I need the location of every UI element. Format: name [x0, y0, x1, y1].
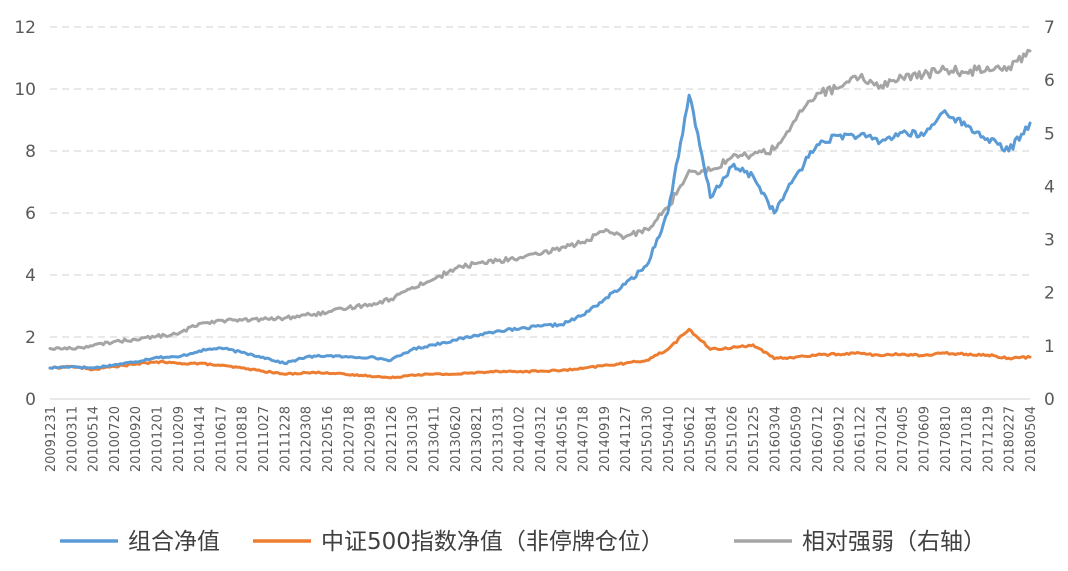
- x-tick-label: 20151225: [747, 406, 762, 472]
- x-tick-label: 20110414: [193, 406, 208, 472]
- legend-label-1: 中证500指数净值（非停牌仓位）: [321, 529, 664, 555]
- right-tick-label: 5: [1044, 124, 1055, 144]
- x-tick-label: 20120516: [321, 406, 336, 472]
- x-tick-label: 20160712: [811, 406, 826, 472]
- left-tick-label: 6: [25, 204, 36, 224]
- x-tick-label: 20140718: [577, 406, 592, 472]
- x-tick-label: 20100920: [129, 406, 144, 472]
- x-tick-label: 20171018: [960, 406, 975, 472]
- x-tick-label: 20131031: [491, 406, 506, 472]
- x-tick-label: 20110209: [172, 406, 187, 472]
- left-tick-label: 0: [25, 390, 36, 410]
- x-tick-label: 20111027: [257, 406, 272, 472]
- left-tick-label: 12: [14, 18, 36, 38]
- x-tick-label: 20101201: [151, 406, 166, 472]
- x-tick-label: 20140102: [513, 406, 528, 472]
- x-tick-label: 20160509: [790, 406, 805, 472]
- x-tick-label: 20160304: [768, 406, 783, 472]
- x-tick-label: 20110617: [214, 406, 229, 472]
- x-tick-label: 20120918: [364, 406, 379, 472]
- right-axis: 0 1 2 3 4 5 6 7: [1044, 18, 1055, 410]
- x-tick-label: 20130130: [406, 406, 421, 472]
- series-line-2: [48, 48, 1032, 351]
- x-tick-label: 20130620: [449, 406, 464, 472]
- legend-label-2: 相对强弱（右轴）: [802, 529, 986, 555]
- left-tick-label: 2: [25, 328, 36, 348]
- x-tick-label: 20100311: [65, 406, 80, 472]
- x-tick-label: 20170405: [896, 406, 911, 472]
- x-tick-label: 20130821: [470, 406, 485, 472]
- right-tick-label: 6: [1044, 71, 1055, 91]
- x-tick-label: 20151026: [726, 406, 741, 472]
- x-tick-label: 20130411: [427, 406, 442, 472]
- x-tick-label: 20140516: [555, 406, 570, 472]
- x-tick-label: 20140919: [598, 406, 613, 472]
- right-tick-label: 1: [1044, 337, 1055, 357]
- right-tick-label: 7: [1044, 18, 1055, 38]
- series-line-1: [48, 327, 1032, 380]
- x-tick-label: 20100514: [87, 406, 102, 472]
- x-tick-label: 20111228: [278, 406, 293, 472]
- x-tick-label: 20171219: [981, 406, 996, 472]
- x-tick-label: 20170124: [875, 406, 890, 472]
- right-tick-label: 2: [1044, 284, 1055, 304]
- x-tick-label: 20120718: [342, 406, 357, 472]
- series-line-0: [48, 93, 1032, 370]
- x-tick-label: 20180504: [1024, 406, 1039, 472]
- x-tick-label: 20170609: [917, 406, 932, 472]
- x-tick-label: 20110818: [236, 406, 251, 472]
- x-tick-label: 20140312: [534, 406, 549, 472]
- x-tick-label: 20141127: [619, 406, 634, 472]
- x-tick-label: 20121126: [385, 406, 400, 472]
- x-tick-label: 20091231: [44, 406, 59, 472]
- gridlines: [50, 26, 1030, 400]
- x-tick-label: 20120308: [300, 406, 315, 472]
- left-tick-label: 10: [14, 80, 36, 100]
- right-tick-label: 3: [1044, 231, 1055, 251]
- x-tick-label: 20150612: [683, 406, 698, 472]
- right-tick-label: 0: [1044, 390, 1055, 410]
- series-lines: [48, 48, 1032, 380]
- x-tick-label: 20161122: [854, 406, 869, 472]
- x-tick-label: 20150130: [641, 406, 656, 472]
- left-tick-label: 8: [25, 142, 36, 162]
- x-tick-label: 20180227: [1003, 406, 1018, 472]
- x-tick-label: 20150814: [704, 406, 719, 472]
- legend: 组合净值 中证500指数净值（非停牌仓位） 相对强弱（右轴）: [60, 529, 986, 555]
- x-axis: 20091231 20100311 20100514 20100720 20100920…: [44, 406, 1039, 472]
- x-tick-label: 20150410: [662, 406, 677, 472]
- left-tick-label: 4: [25, 266, 36, 286]
- legend-label-0: 组合净值: [128, 529, 220, 555]
- x-tick-label: 20160912: [832, 406, 847, 472]
- right-tick-label: 4: [1044, 177, 1055, 197]
- left-axis: 0 2 4 6 8 10 12: [14, 18, 36, 410]
- x-tick-label: 20170810: [939, 406, 954, 472]
- x-tick-label: 20100720: [108, 406, 123, 472]
